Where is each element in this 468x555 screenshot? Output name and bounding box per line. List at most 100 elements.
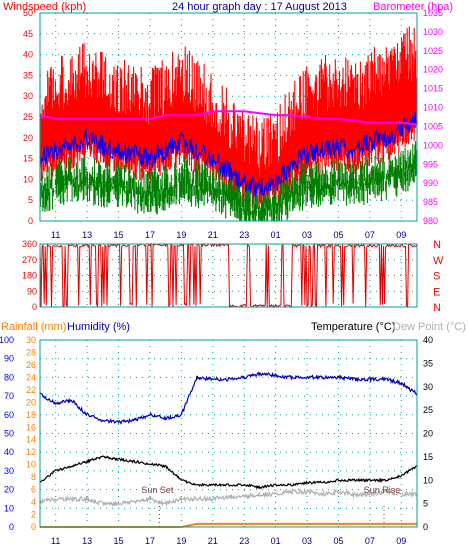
y-tick-label-humidity: 20: [4, 485, 14, 495]
compass-label: E: [433, 286, 440, 298]
x-tick-label: 17: [145, 230, 155, 240]
y-tick-label-windspeed: 50: [23, 8, 33, 18]
y-tick-label-barometer: 1020: [423, 65, 443, 75]
y-tick-label-rain: 20: [26, 397, 36, 407]
y-tick-label-humidity: 90: [4, 354, 14, 364]
wind-barometer-panel: 0510152025303540455098098599099510001005…: [23, 8, 443, 240]
x-tick-label: 07: [365, 230, 375, 240]
y-tick-label-rain: 0: [31, 522, 36, 532]
y-tick-label-humidity: 100: [0, 335, 14, 345]
y-tick-label-barometer: 985: [423, 197, 438, 207]
y-tick-label-rain: 30: [26, 335, 36, 345]
y-tick-label-direction: 270: [22, 255, 37, 265]
x-tick-label: 15: [114, 230, 124, 240]
y-tick-label-direction: 180: [22, 271, 37, 281]
y-tick-label-barometer: 1015: [423, 84, 443, 94]
y-tick-label-humidity: 80: [4, 372, 14, 382]
y-tick-label-humidity: 70: [4, 391, 14, 401]
y-tick-label-temperature: 30: [423, 382, 433, 392]
windspeed-label: Windspeed (kph): [3, 1, 86, 13]
barometer-series: [39, 110, 418, 126]
x-tick-label: 21: [208, 230, 218, 240]
y-tick-label-temperature: 15: [423, 452, 433, 462]
y-tick-label-rain: 10: [26, 460, 36, 470]
y-tick-label-windspeed: 20: [23, 133, 33, 143]
x-tick-label: 07: [365, 536, 375, 546]
x-tick-label: 09: [396, 230, 406, 240]
compass-label: N: [433, 302, 441, 314]
y-tick-label-barometer: 1030: [423, 27, 443, 37]
y-tick-label-temperature: 35: [423, 358, 433, 368]
plot-frame: [39, 12, 418, 222]
compass-label: S: [433, 271, 440, 283]
y-tick-label-rain: 18: [26, 410, 36, 420]
graph-title: 24 hour graph day : 17 August 2013: [172, 1, 347, 13]
humidity-legend: Humidity (%): [67, 321, 130, 333]
y-tick-label-rain: 12: [26, 447, 36, 457]
sun-annotation: Sun Rise: [364, 485, 401, 495]
x-tick-label: 11: [51, 230, 60, 240]
x-tick-label: 05: [333, 230, 343, 240]
y-tick-label-temperature: 20: [423, 429, 433, 439]
x-tick-label: 21: [208, 536, 218, 546]
average-wind-series: [39, 111, 418, 197]
y-tick-label-temperature: 10: [423, 475, 433, 485]
y-tick-label-rain: 28: [26, 347, 36, 357]
plot-frame: [39, 243, 418, 308]
wind-direction-series: [39, 242, 418, 309]
y-tick-label-barometer: 1005: [423, 121, 443, 131]
plot-frame: [39, 339, 418, 528]
x-tick-label: 17: [145, 536, 155, 546]
y-tick-label-rain: 24: [26, 372, 36, 382]
dewpoint-legend: Dew Point (°C): [393, 321, 466, 333]
y-tick-label-humidity: 10: [4, 503, 14, 513]
x-tick-label: 19: [176, 536, 186, 546]
x-tick-label: 13: [82, 536, 92, 546]
x-tick-label: 01: [271, 536, 281, 546]
y-tick-label-rain: 16: [26, 422, 36, 432]
y-tick-label-humidity: 60: [4, 410, 14, 420]
x-tick-label: 15: [114, 536, 124, 546]
y-tick-label-windspeed: 0: [28, 216, 33, 226]
y-tick-label-windspeed: 35: [23, 70, 33, 80]
y-tick-label-rain: 4: [31, 497, 36, 507]
y-tick-label-barometer: 990: [423, 178, 438, 188]
y-tick-label-barometer: 1000: [423, 140, 443, 150]
y-tick-label-humidity: 0: [9, 522, 14, 532]
y-tick-label-windspeed: 45: [23, 29, 33, 39]
y-tick-label-windspeed: 15: [23, 154, 33, 164]
y-tick-label-barometer: 1025: [423, 46, 443, 56]
y-tick-label-windspeed: 25: [23, 112, 33, 122]
y-tick-label-barometer: 1010: [423, 103, 443, 113]
y-tick-label-barometer: 1035: [423, 8, 443, 18]
y-tick-label-barometer: 995: [423, 159, 438, 169]
y-tick-label-humidity: 50: [4, 429, 14, 439]
compass-label: N: [433, 239, 441, 251]
y-tick-label-direction: 360: [22, 239, 37, 249]
y-tick-label-temperature: 5: [423, 499, 428, 509]
x-tick-label: 03: [302, 230, 312, 240]
sun-annotation: Sun Set: [141, 485, 174, 495]
y-tick-label-humidity: 30: [4, 466, 14, 476]
x-tick-label: 09: [396, 536, 406, 546]
y-tick-label-rain: 26: [26, 360, 36, 370]
x-tick-label: 05: [333, 536, 343, 546]
temperature-legend: Temperature (°C): [311, 321, 395, 333]
y-tick-label-windspeed: 30: [23, 91, 33, 101]
y-tick-label-rain: 8: [31, 472, 36, 482]
barometer-label: Barometer (hpa): [373, 1, 453, 13]
x-tick-label: 23: [239, 230, 249, 240]
y-tick-label-windspeed: 40: [23, 50, 33, 60]
y-tick-label-rain: 14: [26, 435, 36, 445]
x-tick-label: 03: [302, 536, 312, 546]
y-tick-label-windspeed: 5: [28, 195, 33, 205]
temperature-humidity-panel: 0102030405060708090100024681012141618202…: [0, 335, 433, 546]
y-tick-label-direction: 90: [27, 286, 37, 296]
dewpoint-series: [39, 487, 418, 507]
x-tick-label: 19: [176, 230, 186, 240]
x-tick-label: 23: [239, 536, 249, 546]
y-tick-label-barometer: 980: [423, 216, 438, 226]
temperature-series: [39, 455, 418, 490]
